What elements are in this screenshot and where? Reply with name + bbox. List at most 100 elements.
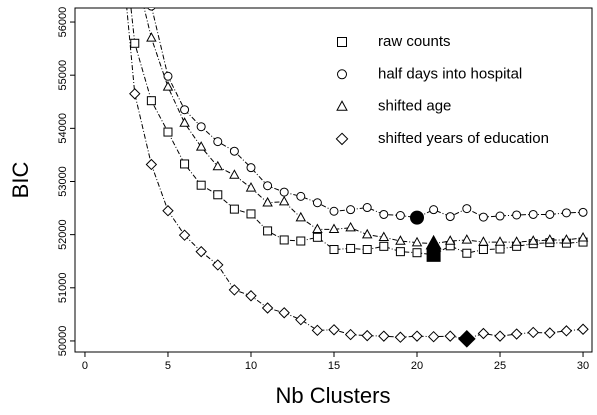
data-marker <box>510 328 523 340</box>
data-marker <box>246 163 256 173</box>
data-marker <box>444 330 456 342</box>
data-marker <box>163 71 173 81</box>
data-marker <box>495 244 505 254</box>
legend-label: half days into hospital <box>378 65 522 82</box>
data-marker <box>163 127 173 137</box>
series-line <box>126 8 584 340</box>
x-tick-label: 5 <box>165 360 171 372</box>
legend-marker <box>336 100 348 111</box>
data-marker <box>379 241 389 251</box>
y-tick-label: 53000 <box>57 166 69 197</box>
y-tick-label: 52000 <box>57 219 69 250</box>
data-marker <box>577 323 589 335</box>
y-tick-label: 56000 <box>57 7 69 38</box>
data-marker <box>279 235 289 245</box>
legend-marker <box>335 132 349 146</box>
data-marker <box>494 236 506 246</box>
data-marker <box>295 211 307 222</box>
data-marker <box>495 211 505 221</box>
data-marker <box>462 204 472 214</box>
data-marker <box>245 290 257 302</box>
best-marker <box>425 234 442 250</box>
legend-label: shifted years of education <box>378 130 549 147</box>
data-marker <box>511 236 522 246</box>
data-marker <box>478 212 488 222</box>
data-marker <box>329 206 339 216</box>
data-marker <box>379 209 389 219</box>
data-marker <box>196 180 206 190</box>
best-marker <box>457 329 476 348</box>
data-marker <box>395 211 405 221</box>
series-line <box>130 8 584 256</box>
y-axis-label: BIC <box>8 162 33 199</box>
data-marker <box>395 247 405 257</box>
data-marker <box>361 228 373 239</box>
data-marker <box>312 223 323 234</box>
data-marker <box>544 327 556 339</box>
plot-frame <box>74 7 593 353</box>
data-marker <box>544 234 556 244</box>
data-marker <box>246 209 256 219</box>
x-axis-label: Nb Clusters <box>276 383 391 408</box>
x-tick-label: 30 <box>577 360 589 372</box>
x-tick-label: 25 <box>494 360 506 372</box>
data-marker <box>545 209 555 219</box>
data-marker <box>295 313 307 326</box>
data-marker <box>180 105 190 115</box>
data-marker <box>427 330 440 343</box>
data-marker <box>578 207 588 217</box>
data-marker <box>560 325 573 337</box>
data-marker <box>229 169 240 179</box>
legend-label: raw counts <box>378 33 451 50</box>
data-marker <box>195 245 207 258</box>
legend-label: shifted age <box>378 98 451 115</box>
data-marker <box>213 137 223 147</box>
data-marker <box>312 198 322 208</box>
data-marker <box>212 160 224 171</box>
data-marker <box>527 235 539 245</box>
data-marker <box>278 195 290 206</box>
data-marker <box>444 235 456 245</box>
data-marker <box>195 141 207 151</box>
y-tick-label: 55000 <box>57 60 69 91</box>
data-marker <box>494 330 506 342</box>
data-marker <box>411 236 423 247</box>
data-marker <box>362 203 372 213</box>
data-marker <box>262 196 273 207</box>
data-marker <box>412 248 422 258</box>
legend-marker <box>337 69 347 80</box>
x-tick-label: 0 <box>82 360 88 372</box>
data-marker <box>145 158 158 171</box>
data-marker <box>346 205 356 215</box>
data-marker <box>527 326 539 339</box>
data-marker <box>278 307 290 319</box>
data-marker <box>261 302 274 314</box>
data-marker <box>478 236 489 246</box>
data-marker <box>228 284 241 296</box>
data-marker <box>212 259 224 271</box>
data-marker <box>478 245 488 255</box>
data-marker <box>411 330 423 342</box>
y-tick-label: 54000 <box>57 113 69 144</box>
x-tick-label: 15 <box>328 360 340 372</box>
data-marker <box>395 235 406 245</box>
data-marker <box>129 88 141 100</box>
data-marker <box>461 234 473 244</box>
data-marker <box>345 221 356 232</box>
data-marker <box>394 331 407 343</box>
data-marker <box>561 234 572 244</box>
data-marker <box>162 81 174 91</box>
data-marker <box>362 245 372 255</box>
data-marker <box>146 32 157 42</box>
data-marker <box>213 190 223 200</box>
data-marker <box>312 232 322 242</box>
data-marker <box>445 212 455 222</box>
data-marker <box>344 328 357 341</box>
data-marker <box>378 231 390 241</box>
data-marker <box>178 229 191 241</box>
data-marker <box>263 181 273 191</box>
legend-marker <box>337 37 347 47</box>
best-marker <box>410 210 425 225</box>
data-marker <box>346 243 356 253</box>
